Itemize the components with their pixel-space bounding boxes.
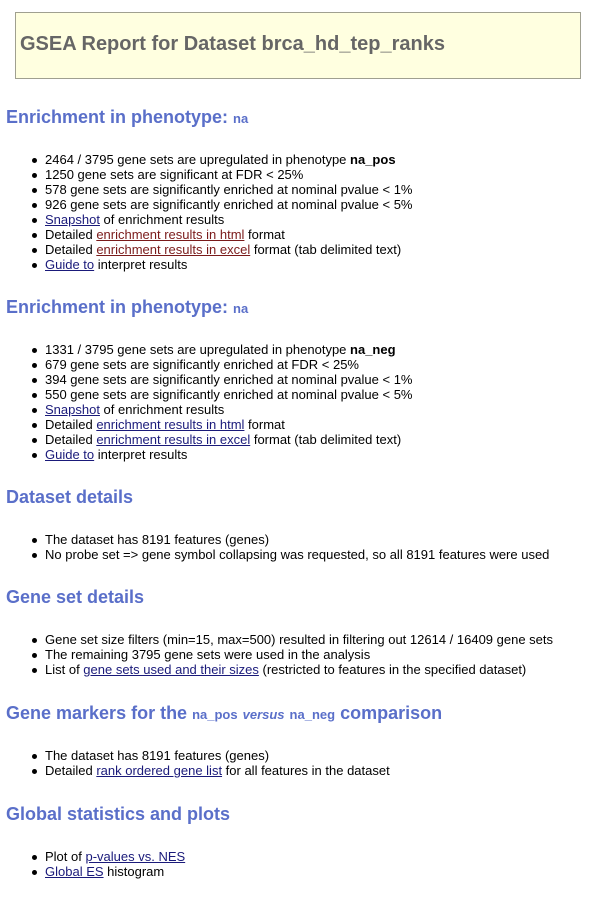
gene-markers-list: The dataset has 8191 features (genes) De… xyxy=(30,748,390,778)
pheno-pos-heading: Enrichment in phenotype: na xyxy=(6,106,596,130)
list-item: Snapshot of enrichment results xyxy=(30,212,412,227)
list-prefix: List of xyxy=(45,662,84,677)
list-item: Gene set size filters (min=15, max=500) … xyxy=(30,632,553,647)
list-item: 1331 / 3795 gene sets are upregulated in… xyxy=(30,342,412,357)
upregulated-text: 2464 / 3795 gene sets are upregulated in… xyxy=(45,152,347,167)
guide-suffix: interpret results xyxy=(94,257,188,272)
list-item: No probe set => gene symbol collapsing w… xyxy=(30,547,549,562)
list-item: Detailed enrichment results in excel for… xyxy=(30,242,412,257)
phenotype-label: na_neg xyxy=(350,342,396,357)
guide-link[interactable]: Guide to xyxy=(45,257,95,272)
gene-markers-section: Gene markers for the na_pos versus na_ne… xyxy=(6,702,596,778)
pvalues-vs-nes-link[interactable]: p-values vs. NES xyxy=(85,849,186,864)
neg-tag: na_neg xyxy=(289,707,336,722)
list-suffix: (restricted to features in the specified… xyxy=(258,662,527,677)
snapshot-link[interactable]: Snapshot xyxy=(45,212,100,227)
excel-suffix: format (tab delimited text) xyxy=(250,432,402,447)
report-header-box: GSEA Report for Dataset brca_hd_tep_rank… xyxy=(15,12,581,79)
list-item: 926 gene sets are significantly enriched… xyxy=(30,197,412,212)
gene-markers-heading-b: comparison xyxy=(335,703,443,723)
excel-results-link[interactable]: enrichment results in excel xyxy=(96,432,251,447)
list-item: 578 gene sets are significantly enriched… xyxy=(30,182,412,197)
list-item: Detailed enrichment results in html form… xyxy=(30,227,412,242)
phenotype-label: na_pos xyxy=(350,152,396,167)
list-item: Detailed enrichment results in html form… xyxy=(30,417,412,432)
snapshot-suffix: of enrichment results xyxy=(99,212,225,227)
pheno-neg-heading-tag: na xyxy=(233,301,249,316)
pheno-pos-heading-text: Enrichment in phenotype: xyxy=(6,107,229,127)
global-es-link[interactable]: Global ES xyxy=(45,864,104,879)
excel-results-link[interactable]: enrichment results in excel xyxy=(96,242,251,257)
plot-prefix: Plot of xyxy=(45,849,86,864)
gene-markers-heading-a: Gene markers for the xyxy=(6,703,193,723)
list-item: 2464 / 3795 gene sets are upregulated in… xyxy=(30,152,412,167)
gene-set-details-section: Gene set details Gene set size filters (… xyxy=(6,586,596,677)
list-item: 394 gene sets are significantly enriched… xyxy=(30,372,412,387)
excel-prefix: Detailed xyxy=(45,432,97,447)
list-item: Guide to interpret results xyxy=(30,257,412,272)
gene-markers-heading: Gene markers for the na_pos versus na_ne… xyxy=(6,702,596,726)
guide-suffix: interpret results xyxy=(94,447,188,462)
pos-tag: na_pos xyxy=(192,707,238,722)
list-item: List of gene sets used and their sizes (… xyxy=(30,662,553,677)
list-item: Plot of p-values vs. NES xyxy=(30,849,185,864)
dataset-details-section: Dataset details The dataset has 8191 fea… xyxy=(6,486,596,562)
report-title: GSEA Report for Dataset brca_hd_tep_rank… xyxy=(20,33,445,55)
html-suffix: format xyxy=(244,417,285,432)
rank-suffix: for all features in the dataset xyxy=(222,763,390,778)
snapshot-suffix: of enrichment results xyxy=(99,402,225,417)
pheno-pos-section: Enrichment in phenotype: na 2464 / 3795 … xyxy=(6,106,596,272)
rank-ordered-gene-list-link[interactable]: rank ordered gene list xyxy=(96,763,223,778)
list-item: Detailed rank ordered gene list for all … xyxy=(30,763,390,778)
list-item: Snapshot of enrichment results xyxy=(30,402,412,417)
list-item: The dataset has 8191 features (genes) xyxy=(30,532,549,547)
versus-text: versus xyxy=(242,707,285,722)
pheno-pos-heading-tag: na xyxy=(233,111,249,126)
pheno-neg-list: 1331 / 3795 gene sets are upregulated in… xyxy=(30,342,412,462)
list-item: Global ES histogram xyxy=(30,864,185,879)
excel-suffix: format (tab delimited text) xyxy=(250,242,402,257)
html-suffix: format xyxy=(244,227,285,242)
global-stats-list: Plot of p-values vs. NES Global ES histo… xyxy=(30,849,185,879)
list-item: Guide to interpret results xyxy=(30,447,412,462)
list-item: The remaining 3795 gene sets were used i… xyxy=(30,647,553,662)
list-item: 1250 gene sets are significant at FDR < … xyxy=(30,167,412,182)
global-stats-section: Global statistics and plots Plot of p-va… xyxy=(6,803,596,879)
list-item: 679 gene sets are significantly enriched… xyxy=(30,357,412,372)
gene-set-details-heading: Gene set details xyxy=(6,587,145,607)
histogram-suffix: histogram xyxy=(103,864,165,879)
list-item: Detailed enrichment results in excel for… xyxy=(30,432,412,447)
excel-prefix: Detailed xyxy=(45,242,97,257)
pheno-neg-section: Enrichment in phenotype: na 1331 / 3795 … xyxy=(6,296,596,462)
html-prefix: Detailed xyxy=(45,227,97,242)
upregulated-text: 1331 / 3795 gene sets are upregulated in… xyxy=(45,342,347,357)
snapshot-link[interactable]: Snapshot xyxy=(45,402,100,417)
gene-sets-sizes-link[interactable]: gene sets used and their sizes xyxy=(83,662,259,677)
dataset-details-heading: Dataset details xyxy=(6,487,134,507)
pheno-neg-heading-text: Enrichment in phenotype: xyxy=(6,297,229,317)
global-stats-heading: Global statistics and plots xyxy=(6,804,231,824)
dataset-details-list: The dataset has 8191 features (genes) No… xyxy=(30,532,549,562)
list-item: 550 gene sets are significantly enriched… xyxy=(30,387,412,402)
list-item: The dataset has 8191 features (genes) xyxy=(30,748,390,763)
detailed-prefix: Detailed xyxy=(45,763,97,778)
html-results-link[interactable]: enrichment results in html xyxy=(96,417,245,432)
guide-link[interactable]: Guide to xyxy=(45,447,95,462)
pheno-neg-heading: Enrichment in phenotype: na xyxy=(6,296,596,320)
html-results-link[interactable]: enrichment results in html xyxy=(96,227,245,242)
html-prefix: Detailed xyxy=(45,417,97,432)
pheno-pos-list: 2464 / 3795 gene sets are upregulated in… xyxy=(30,152,412,272)
gene-set-details-list: Gene set size filters (min=15, max=500) … xyxy=(30,632,553,677)
